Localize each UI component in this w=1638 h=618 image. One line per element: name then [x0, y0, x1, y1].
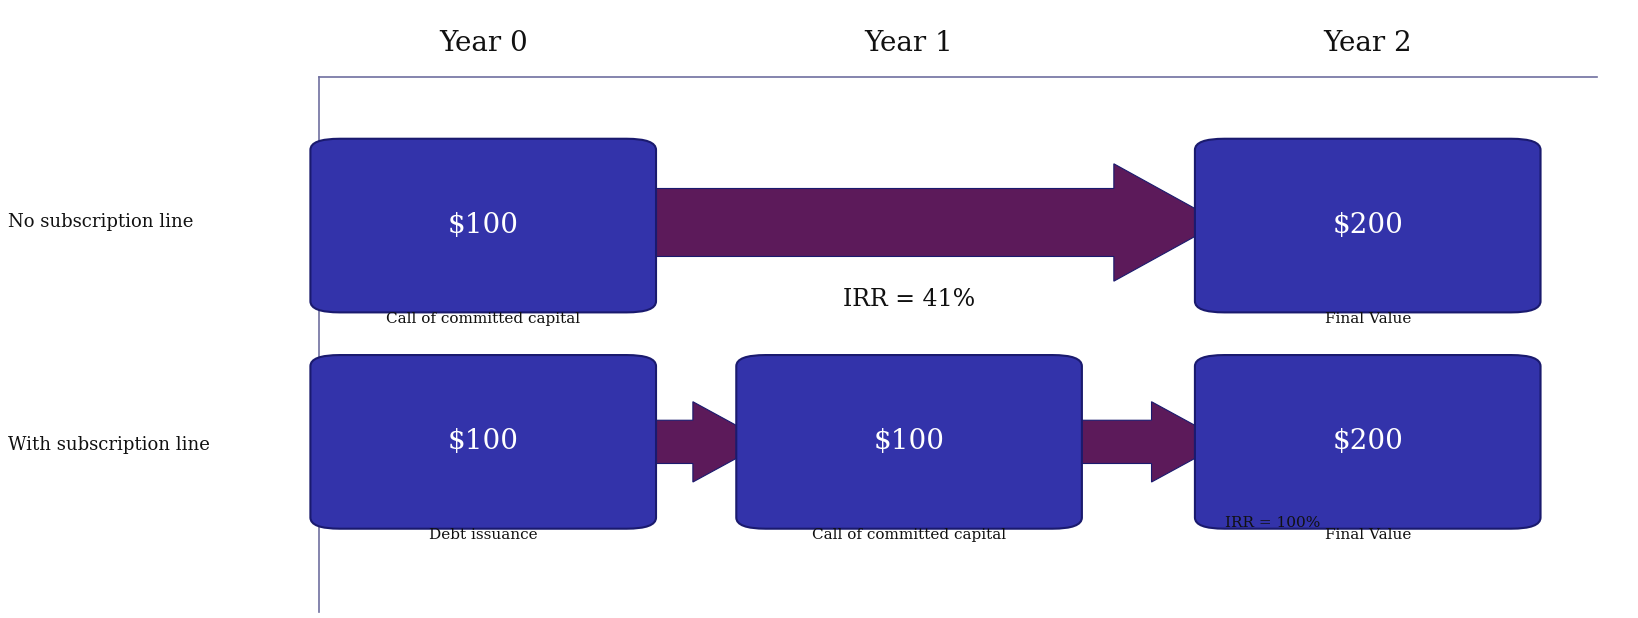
Polygon shape: [631, 164, 1220, 281]
Text: Year 1: Year 1: [865, 30, 953, 57]
Text: $200: $200: [1332, 428, 1404, 455]
Polygon shape: [1057, 402, 1225, 482]
Text: IRR = 41%: IRR = 41%: [844, 288, 975, 311]
FancyBboxPatch shape: [1194, 355, 1540, 529]
Text: Call of committed capital: Call of committed capital: [812, 528, 1006, 543]
Text: No subscription line: No subscription line: [8, 213, 193, 232]
Text: $100: $100: [447, 428, 519, 455]
Text: Final Value: Final Value: [1325, 312, 1410, 326]
Text: $100: $100: [873, 428, 945, 455]
Text: Year 0: Year 0: [439, 30, 527, 57]
Text: Call of committed capital: Call of committed capital: [387, 312, 580, 326]
Text: $100: $100: [447, 212, 519, 239]
Text: With subscription line: With subscription line: [8, 436, 210, 454]
Text: $200: $200: [1332, 212, 1404, 239]
Text: IRR = 100%: IRR = 100%: [1225, 516, 1320, 530]
Polygon shape: [631, 402, 767, 482]
Text: Debt issuance: Debt issuance: [429, 528, 537, 543]
FancyBboxPatch shape: [737, 355, 1081, 529]
FancyBboxPatch shape: [1194, 139, 1540, 313]
Text: Final Value: Final Value: [1325, 528, 1410, 543]
FancyBboxPatch shape: [311, 355, 655, 529]
Text: Year 2: Year 2: [1324, 30, 1412, 57]
FancyBboxPatch shape: [311, 139, 655, 313]
